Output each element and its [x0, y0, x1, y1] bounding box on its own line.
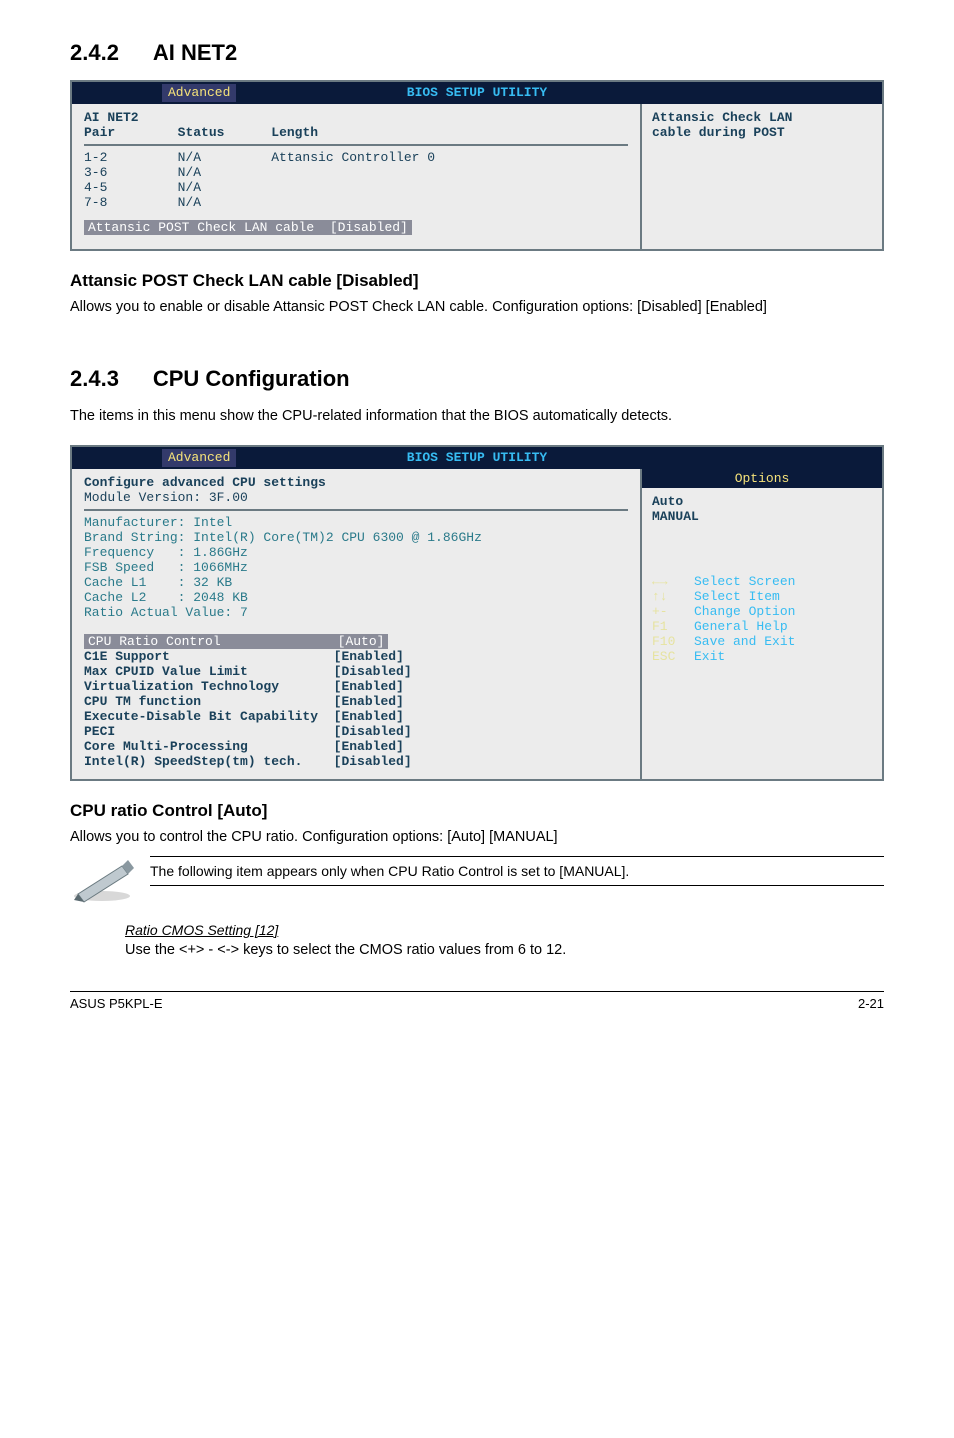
legend-row: F1General Help — [652, 619, 872, 634]
bios-right-panel-2: Options Auto MANUAL ←→Select Screen↑↓Sel… — [642, 469, 882, 779]
cpu-info-line: FSB Speed : 1066MHz — [84, 560, 628, 575]
help-line1: Attansic Check LAN — [652, 110, 872, 125]
legend-row: ↑↓Select Item — [652, 589, 872, 604]
note-row: The following item appears only when CPU… — [70, 856, 884, 904]
cpu-setting-row[interactable]: CPU TM function [Enabled] — [84, 694, 628, 709]
col-hdr-length: Length — [271, 125, 318, 140]
legend-row: F10Save and Exit — [652, 634, 872, 649]
bios-left-panel: AI NET2 Pair Status Length 1-2 N/A Attan… — [72, 104, 642, 249]
legend-row: +-Change Option — [652, 604, 872, 619]
note-text: The following item appears only when CPU… — [150, 856, 884, 886]
bios1-row: 3-6 N/A — [84, 165, 628, 180]
legend-row: ←→Select Screen — [652, 574, 872, 589]
body-attansic: Allows you to enable or disable Attansic… — [70, 297, 884, 318]
cpu-setting-row[interactable]: CPU Ratio Control [Auto] — [84, 634, 628, 649]
option-manual: MANUAL — [652, 509, 872, 524]
col-hdr-ainet2: AI NET2 — [84, 110, 139, 125]
footer-right: 2-21 — [858, 996, 884, 1011]
cpu-setting-row[interactable]: Intel(R) SpeedStep(tm) tech. [Disabled] — [84, 754, 628, 769]
cpu-info-line: Cache L1 : 32 KB — [84, 575, 628, 590]
bios-screenshot-cpu: BIOS SETUP UTILITY Advanced Configure ad… — [70, 445, 884, 781]
legend-row: ESCExit — [652, 649, 872, 664]
bios1-row: 7-8 N/A — [84, 195, 628, 210]
cpu-info-line: Cache L2 : 2048 KB — [84, 590, 628, 605]
intro-243: The items in this menu show the CPU-rela… — [70, 406, 884, 427]
bios-help-panel: Attansic Check LAN cable during POST — [642, 104, 882, 249]
bios-screenshot-ainet2: BIOS SETUP UTILITY Advanced AI NET2 Pair… — [70, 80, 884, 251]
bios-tab-advanced-2: Advanced — [162, 449, 236, 467]
cpu-setting-row[interactable]: Core Multi-Processing [Enabled] — [84, 739, 628, 754]
key-legend: ←→Select Screen↑↓Select Item+-Change Opt… — [652, 574, 872, 664]
col-hdr-status: Status — [178, 125, 225, 140]
bios-banner: BIOS SETUP UTILITY Advanced — [72, 82, 882, 104]
ratio-cmos-title: Ratio CMOS Setting [12] — [125, 922, 884, 938]
bios-banner-2: BIOS SETUP UTILITY Advanced — [72, 447, 882, 469]
cpu-info-line: Frequency : 1.86GHz — [84, 545, 628, 560]
ratio-cmos-body: Use the <+> - <-> keys to select the CMO… — [125, 940, 884, 961]
cpu-setting-row[interactable]: PECI [Disabled] — [84, 724, 628, 739]
help-line2: cable during POST — [652, 125, 872, 140]
section-number: 2.4.2 — [70, 40, 119, 66]
subhead-attansic: Attansic POST Check LAN cable [Disabled] — [70, 271, 884, 291]
attansic-post-check-item[interactable]: Attansic POST Check LAN cable [Disabled] — [84, 220, 412, 235]
bios-left-panel-2: Configure advanced CPU settings Module V… — [72, 469, 642, 779]
cpu-setting-row[interactable]: C1E Support [Enabled] — [84, 649, 628, 664]
cpu-setting-row[interactable]: Max CPUID Value Limit [Disabled] — [84, 664, 628, 679]
section-title-243: CPU Configuration — [153, 366, 350, 392]
section-header-242: 2.4.2 AI NET2 — [70, 40, 884, 66]
bios-banner-text-2: BIOS SETUP UTILITY — [407, 450, 547, 465]
page-footer: ASUS P5KPL-E 2-21 — [70, 991, 884, 1011]
cfg-line2: Module Version: 3F.00 — [84, 490, 628, 505]
pencil-icon — [70, 856, 140, 904]
section-header-243: 2.4.3 CPU Configuration — [70, 366, 884, 392]
col-hdr-pair: Pair — [84, 125, 115, 140]
cpu-setting-row[interactable]: Virtualization Technology [Enabled] — [84, 679, 628, 694]
cpu-info-line: Ratio Actual Value: 7 — [84, 605, 628, 620]
bios-tab-advanced: Advanced — [162, 84, 236, 102]
cpu-info-line: Brand String: Intel(R) Core(TM)2 CPU 630… — [84, 530, 628, 545]
options-header: Options — [642, 469, 882, 488]
cfg-line1: Configure advanced CPU settings — [84, 475, 628, 490]
bios-banner-text: BIOS SETUP UTILITY — [407, 85, 547, 100]
bios1-row: 1-2 N/A Attansic Controller 0 — [84, 150, 628, 165]
footer-left: ASUS P5KPL-E — [70, 996, 163, 1011]
option-auto: Auto — [652, 494, 872, 509]
section-number-243: 2.4.3 — [70, 366, 119, 392]
section-title: AI NET2 — [153, 40, 237, 66]
body-cpuratio: Allows you to control the CPU ratio. Con… — [70, 827, 884, 848]
bios1-row: 4-5 N/A — [84, 180, 628, 195]
cpu-info-line: Manufacturer: Intel — [84, 515, 628, 530]
subhead-cpuratio: CPU ratio Control [Auto] — [70, 801, 884, 821]
cpu-setting-row[interactable]: Execute-Disable Bit Capability [Enabled] — [84, 709, 628, 724]
